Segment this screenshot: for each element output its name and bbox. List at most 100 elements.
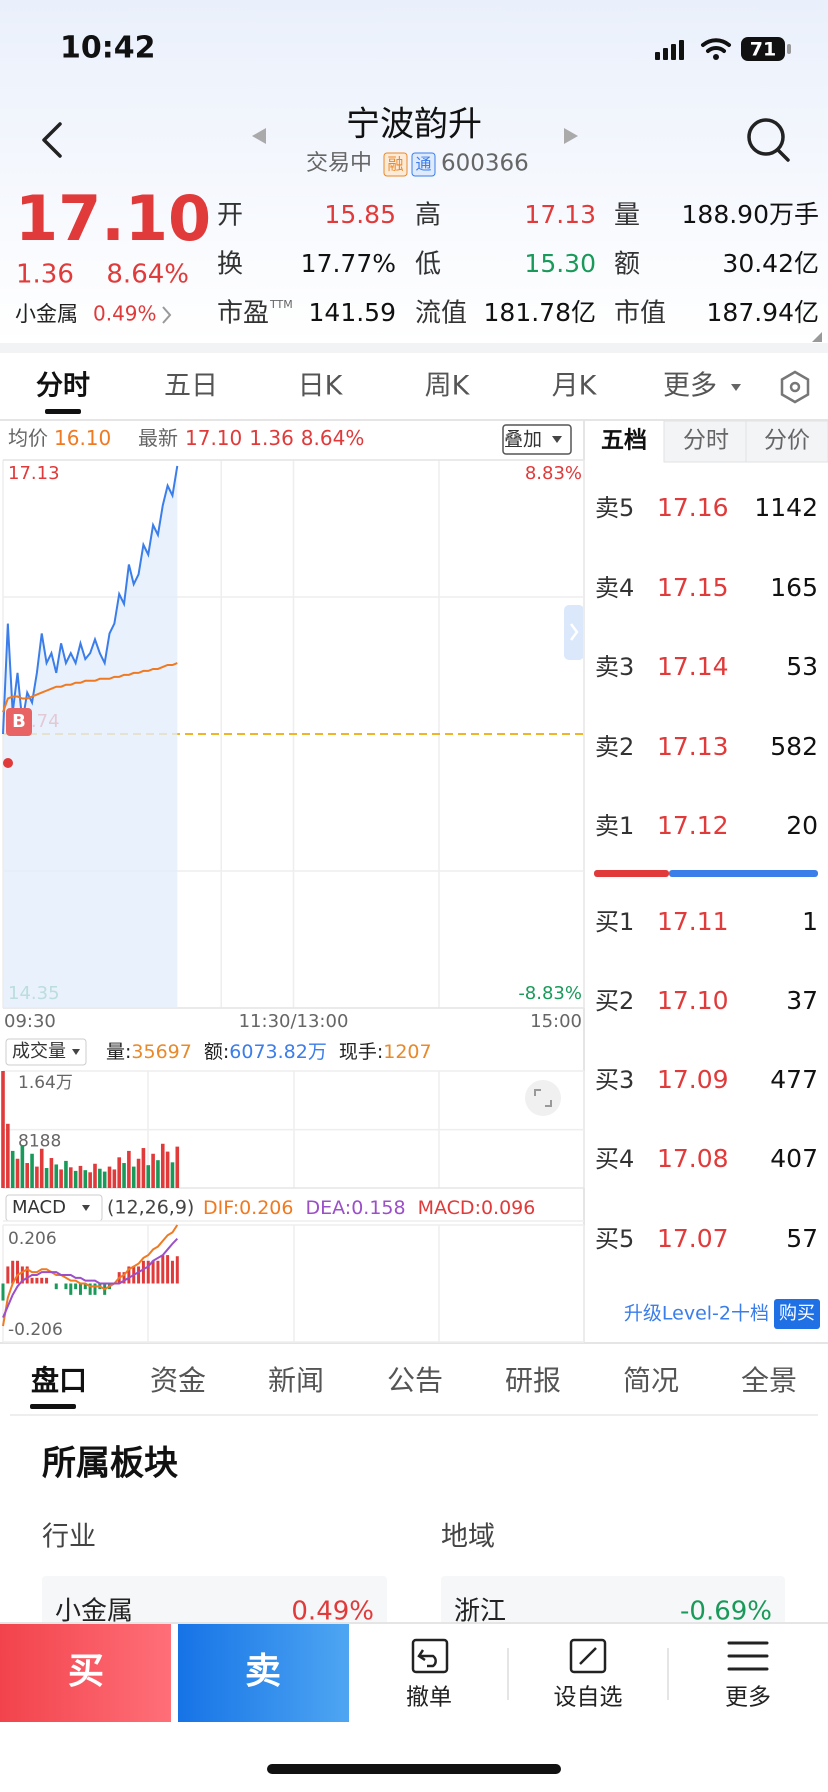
book-volume: 1142 — [754, 493, 818, 522]
volume-bar — [136, 1158, 141, 1188]
y-tick-label: 17.13 — [8, 463, 60, 484]
prev-stock[interactable] — [252, 128, 266, 144]
trade-status: 交易中 — [306, 151, 372, 176]
buy-label: 购买 — [779, 1303, 815, 1324]
macd-stats: DIF:0.206 DEA:0.158 MACD:0.096 — [203, 1197, 535, 1219]
detail-tab[interactable]: 简况 — [623, 1364, 679, 1397]
book-price: 17.16 — [657, 493, 729, 522]
chart-tab[interactable]: 五日 — [164, 371, 218, 402]
book-level: 买3 — [595, 1066, 634, 1094]
buy-marker-label: B — [12, 711, 26, 732]
stat-value: 17.77% — [301, 249, 396, 278]
volume-stat-value: 6073.82万 — [229, 1041, 327, 1063]
detail-tab[interactable]: 盘口 — [31, 1364, 87, 1397]
back-button[interactable] — [42, 122, 62, 158]
detail-tab[interactable]: 新闻 — [268, 1364, 324, 1397]
sector-name: 小金属 — [15, 302, 78, 326]
dif-line — [2, 1224, 179, 1327]
buy-label: 买 — [68, 1651, 104, 1692]
volume-selector[interactable] — [5, 1038, 87, 1066]
macd-bar — [78, 1283, 82, 1295]
settings-icon[interactable] — [780, 370, 810, 404]
status-time: 10:42 — [60, 31, 156, 66]
search-button[interactable] — [747, 118, 790, 162]
book-volume: 53 — [786, 652, 818, 681]
volume-bar — [107, 1166, 112, 1188]
book-volume: 582 — [770, 732, 818, 761]
macd-bar — [151, 1260, 155, 1284]
stat-label-sup: TTM — [269, 298, 293, 311]
volume-bar — [156, 1160, 160, 1188]
book-tab-label[interactable]: 五档 — [601, 428, 647, 454]
macd-bar — [146, 1260, 150, 1284]
buy-button[interactable] — [0, 1624, 171, 1722]
price-line — [2, 465, 179, 735]
book-volume: 20 — [786, 811, 818, 840]
chart-tab[interactable]: 更多 — [663, 371, 717, 402]
fullscreen-button[interactable] — [525, 1080, 561, 1116]
ask-strength — [594, 870, 669, 877]
book-tab-active[interactable] — [585, 421, 664, 462]
region-label: 地域 — [441, 1522, 495, 1553]
next-stock[interactable] — [564, 128, 578, 144]
cancel-icon[interactable] — [411, 1638, 449, 1674]
volume-stat-value: 1207 — [383, 1041, 431, 1063]
book-price: 17.12 — [657, 811, 729, 840]
detail-tab[interactable]: 公告 — [387, 1364, 443, 1397]
price-area — [3, 465, 178, 1008]
overlay-button[interactable] — [502, 424, 572, 455]
stat-label: 开 — [217, 201, 243, 231]
stat-label: 市值 — [614, 299, 666, 329]
chart-tab[interactable]: 分时 — [36, 371, 90, 402]
detail-tab[interactable]: 研报 — [505, 1364, 561, 1397]
detail-tab[interactable]: 全景 — [741, 1364, 797, 1397]
macd-bar — [20, 1266, 24, 1284]
book-level: 买2 — [595, 987, 634, 1015]
volume-bar — [131, 1166, 136, 1188]
macd-bar — [6, 1266, 10, 1284]
book-level: 卖2 — [595, 733, 634, 761]
macd-stat-value: 0.206 — [239, 1197, 293, 1219]
macd-bar — [137, 1266, 141, 1284]
upgrade-link[interactable]: 升级Level-2十档 — [624, 1303, 769, 1325]
stat-value: 181.78亿 — [484, 298, 596, 327]
chart-tab[interactable]: 月K — [552, 371, 598, 402]
book-tab-label[interactable]: 分时 — [683, 428, 729, 454]
book-price: 17.09 — [657, 1065, 729, 1094]
macd-bar — [83, 1283, 87, 1290]
x-tick-label: 11:30/13:00 — [239, 1011, 349, 1032]
chart-tab[interactable]: 周K — [425, 371, 471, 402]
detail-tab[interactable]: 资金 — [150, 1364, 206, 1397]
more-icon[interactable] — [727, 1641, 769, 1671]
buy-level2[interactable] — [774, 1299, 820, 1329]
book-tab[interactable] — [663, 420, 747, 463]
label-part: 最新 — [138, 426, 178, 450]
volume-stat-label: 量: — [106, 1041, 131, 1063]
label-part: 成交量 — [12, 1041, 66, 1062]
region-pct: -0.69% — [680, 1597, 772, 1627]
macd-bar — [170, 1260, 174, 1284]
badge — [383, 152, 408, 177]
sector-pct: 0.49% — [93, 302, 157, 326]
stat-value: 187.94亿 — [707, 298, 819, 327]
book-volume: 1 — [802, 907, 818, 936]
volume-bar — [35, 1166, 39, 1188]
stat-value: 188.90万手 — [682, 200, 819, 229]
latest-price: 最新 17.10 1.36 8.64% — [138, 426, 364, 450]
label-part: 1.36 — [249, 426, 294, 450]
stock-code: 600366 — [441, 151, 529, 177]
watchlist-icon[interactable] — [569, 1638, 607, 1674]
battery-level: 71 — [750, 39, 776, 61]
stock-name: 宁波韵升 — [346, 105, 482, 145]
macd-bar — [93, 1283, 97, 1295]
book-tab[interactable] — [745, 420, 828, 463]
macd-tick-label: -0.206 — [8, 1320, 63, 1340]
expand-tab[interactable] — [564, 605, 584, 660]
macd-bar — [45, 1277, 49, 1284]
bid-strength — [669, 870, 818, 877]
book-tab-label[interactable]: 分价 — [764, 428, 810, 454]
macd-stat-value: 0.158 — [351, 1197, 405, 1219]
sell-button[interactable] — [178, 1624, 349, 1722]
volume-bar — [122, 1163, 126, 1188]
chart-tab[interactable]: 日K — [298, 371, 344, 402]
